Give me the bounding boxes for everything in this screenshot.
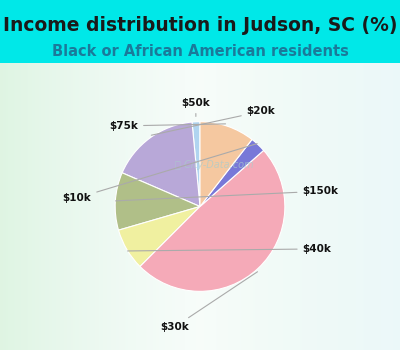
Text: $40k: $40k (128, 244, 332, 254)
Text: Black or African American residents: Black or African American residents (52, 44, 348, 59)
Text: $30k: $30k (160, 272, 258, 332)
Wedge shape (140, 150, 285, 291)
Text: $20k: $20k (151, 106, 276, 135)
Text: $75k: $75k (109, 121, 226, 131)
Wedge shape (200, 139, 264, 206)
Wedge shape (122, 122, 200, 206)
Text: ⓘ City-Data.com: ⓘ City-Data.com (175, 160, 253, 169)
Text: Income distribution in Judson, SC (%): Income distribution in Judson, SC (%) (3, 16, 397, 35)
Wedge shape (200, 122, 252, 206)
Wedge shape (192, 122, 200, 206)
Text: $150k: $150k (116, 186, 338, 201)
Wedge shape (118, 206, 200, 266)
Wedge shape (115, 173, 200, 230)
Text: $10k: $10k (62, 144, 257, 203)
Text: $50k: $50k (181, 98, 210, 117)
